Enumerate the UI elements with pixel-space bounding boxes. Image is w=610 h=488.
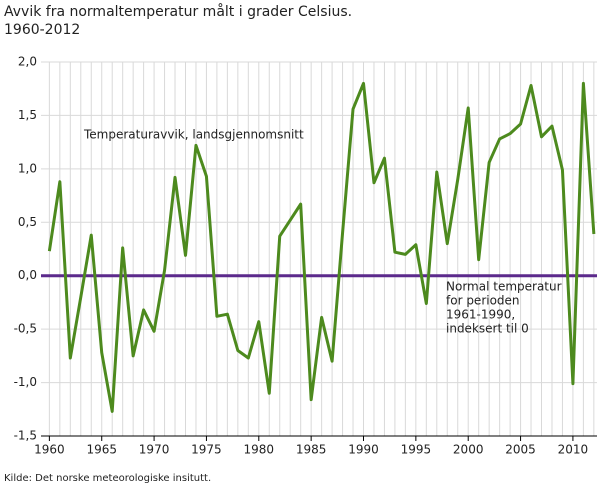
chart-title: Avvik fra normaltemperatur målt i grader… <box>4 3 352 20</box>
annotation: Normal temperatur <box>446 280 562 294</box>
x-tick-label: 1990 <box>348 443 379 457</box>
x-tick-label: 1980 <box>244 443 275 457</box>
annotation: indeksert til 0 <box>446 322 529 336</box>
annotation: Temperaturavvik, landsgjennomsnitt <box>83 128 304 142</box>
y-tick-label: -0,5 <box>14 322 37 336</box>
y-tick-label: 0,0 <box>18 268 37 282</box>
source: Kilde: Det norske meteorologiske insitut… <box>4 473 211 484</box>
x-tick-label: 2010 <box>558 443 589 457</box>
x-tick-label: 1960 <box>34 443 65 457</box>
y-tick-label: 0,5 <box>18 215 37 229</box>
y-tick-label: 2,0 <box>18 55 37 69</box>
x-tick-label: 1985 <box>296 443 327 457</box>
x-tick-label: 2005 <box>505 443 536 457</box>
x-tick-label: 1965 <box>86 443 117 457</box>
y-tick-label: -1,0 <box>14 375 37 389</box>
x-tick-label: 1970 <box>139 443 170 457</box>
chart-subtitle: 1960-2012 <box>4 22 80 38</box>
x-tick-label: 1995 <box>401 443 432 457</box>
x-tick-label: 2000 <box>453 443 484 457</box>
annotation: 1961-1990, <box>446 308 515 322</box>
y-tick-label: -1,5 <box>14 429 37 443</box>
annotation: for perioden <box>446 294 520 308</box>
data-line <box>47 81 596 413</box>
y-tick-label: 1,5 <box>18 108 37 122</box>
x-tick-label: 1975 <box>191 443 222 457</box>
y-tick-label: 1,0 <box>18 161 37 175</box>
